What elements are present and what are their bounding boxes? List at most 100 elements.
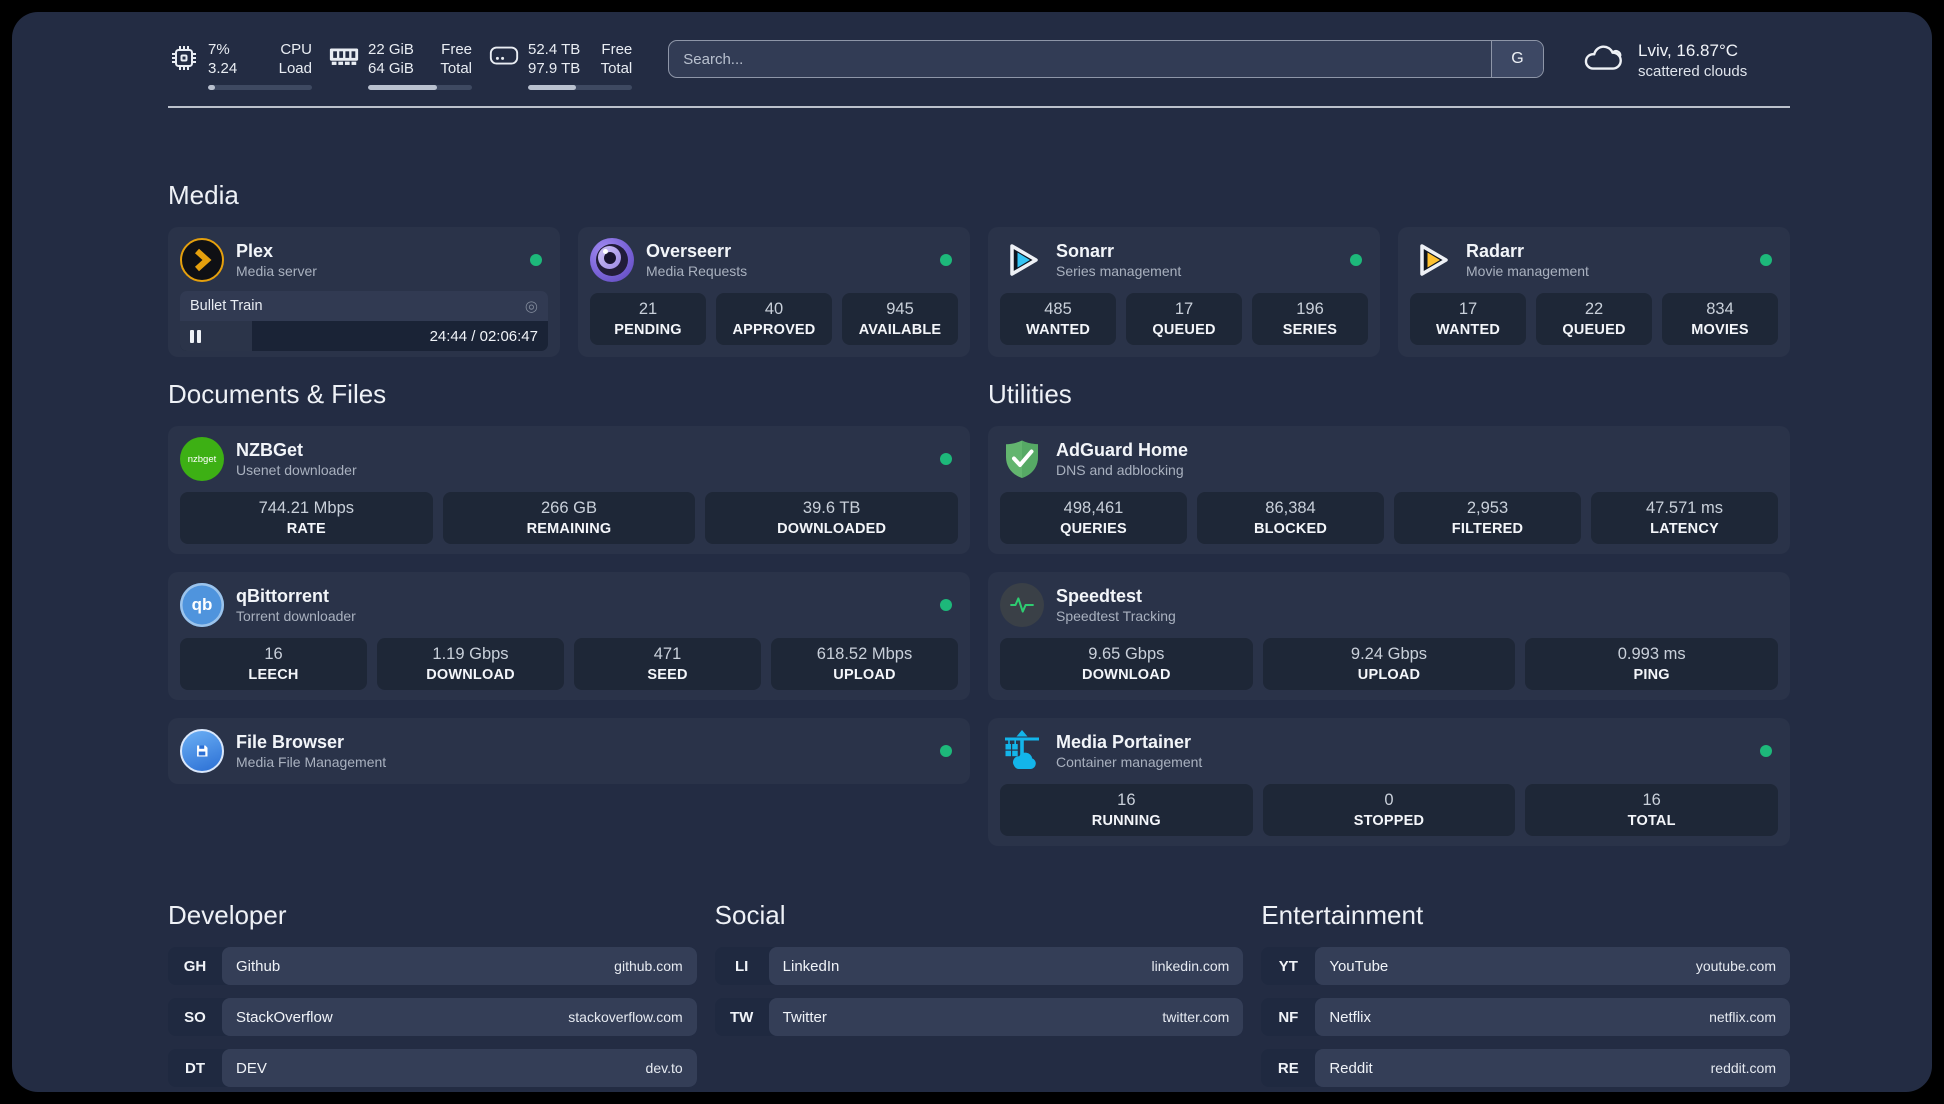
- playback-time: 24:44 / 02:06:47: [429, 327, 538, 345]
- stat-label: RUNNING: [1091, 813, 1161, 829]
- stat-value: 744.21 Mbps: [258, 499, 355, 517]
- bookmark-url: dev.to: [645, 1060, 683, 1076]
- stat-value: 86,384: [1265, 499, 1316, 517]
- storage-stat: 52.4 TB 97.9 TB Free Total: [488, 40, 633, 90]
- stat-value: 945: [886, 300, 914, 318]
- now-playing-title: Bullet Train: [190, 298, 263, 314]
- status-dot: [1350, 254, 1362, 266]
- search-engine-button[interactable]: G: [1491, 41, 1543, 77]
- stat-tile: 618.52 Mbps UPLOAD: [771, 638, 958, 690]
- cpu-label: CPU: [280, 41, 312, 58]
- stat-value: 1.19 Gbps: [432, 645, 509, 663]
- system-stats: 7% 3.24 CPU Load: [168, 40, 633, 90]
- bookmark-name: StackOverflow: [236, 1008, 333, 1026]
- stat-tile: 2,953 FILTERED: [1394, 492, 1581, 544]
- app-name: Sonarr: [1056, 241, 1115, 261]
- weather-location: Lviv, 16.87°C: [1638, 41, 1739, 60]
- bookmark-url: reddit.com: [1710, 1060, 1776, 1076]
- radarr-icon: [1410, 238, 1454, 282]
- stat-label: SEED: [647, 667, 688, 683]
- app-name: File Browser: [236, 732, 345, 752]
- app-link-radarr[interactable]: Radarr Movie management: [1410, 237, 1778, 283]
- disk-icon: [488, 40, 520, 90]
- app-name: Radarr: [1466, 241, 1525, 261]
- stat-value: 2,953: [1466, 499, 1509, 517]
- weather-condition: scattered clouds: [1638, 63, 1748, 80]
- bookmark-abbr: DT: [185, 1059, 205, 1077]
- stat-label: WANTED: [1435, 322, 1501, 338]
- free-label: Free: [601, 41, 633, 58]
- stat-label: QUEUED: [1562, 322, 1626, 338]
- app-name: NZBGet: [236, 440, 303, 460]
- target-icon[interactable]: ◎: [524, 298, 538, 315]
- bookmark-dev[interactable]: DT DEV dev.to: [168, 1049, 697, 1087]
- section-title-developer: Developer: [168, 900, 287, 930]
- search-input[interactable]: [668, 40, 1544, 78]
- app-link-sonarr[interactable]: Sonarr Series management: [1000, 237, 1368, 283]
- stat-label: UPLOAD: [833, 667, 896, 683]
- bookmark-abbr: YT: [1278, 957, 1298, 975]
- app-name: AdGuard Home: [1056, 440, 1189, 460]
- stat-value: 21: [638, 300, 658, 318]
- bookmark-linkedin[interactable]: LI LinkedIn linkedin.com: [714, 947, 1244, 985]
- stat-tile: 0.993 ms PING: [1525, 638, 1778, 690]
- stat-value: 16: [264, 645, 283, 663]
- card-radarr: Radarr Movie management 17 WANTED 22 QUE…: [1398, 227, 1790, 357]
- bookmark-name: Netflix: [1329, 1008, 1372, 1026]
- bookmark-name: Twitter: [782, 1008, 827, 1026]
- cpu-usage: 7%: [208, 41, 230, 58]
- app-link-adguard[interactable]: AdGuard Home DNS and adblocking: [1000, 436, 1778, 482]
- stat-tile: 39.6 TB DOWNLOADED: [705, 492, 958, 544]
- app-link-nzbget[interactable]: nzbget NZBGet Usenet downloader: [180, 436, 958, 482]
- portainer-icon: [1000, 729, 1044, 773]
- app-link-plex[interactable]: Plex Media server: [180, 237, 548, 283]
- search-bar: G: [668, 40, 1544, 78]
- section-title-utilities: Utilities: [988, 379, 1072, 409]
- app-link-filebrowser[interactable]: File Browser Media File Management: [180, 728, 958, 774]
- bookmarks-social: Social LI LinkedIn linkedin.com TW Twitt…: [714, 900, 1244, 1092]
- section-title-media: Media: [168, 180, 239, 210]
- stat-label: DOWNLOAD: [426, 667, 515, 683]
- filebrowser-icon: [180, 729, 224, 773]
- bookmark-url: youtube.com: [1695, 958, 1776, 974]
- stat-value: 40: [764, 300, 784, 318]
- pause-icon: [190, 329, 201, 343]
- stat-label: UPLOAD: [1357, 667, 1421, 683]
- qbittorrent-icon: qb: [180, 583, 224, 627]
- stat-value: 618.52 Mbps: [816, 645, 913, 663]
- app-link-overseerr[interactable]: Overseerr Media Requests: [590, 237, 958, 283]
- bookmark-twitter[interactable]: TW Twitter twitter.com: [714, 998, 1244, 1036]
- bookmark-stackoverflow[interactable]: SO StackOverflow stackoverflow.com: [168, 998, 697, 1036]
- app-link-portainer[interactable]: Media Portainer Container management: [1000, 728, 1778, 774]
- free-label: Free: [441, 41, 472, 58]
- app-desc: Movie management: [1466, 263, 1589, 279]
- stat-label: DOWNLOADED: [777, 521, 887, 537]
- bookmark-abbr: LI: [734, 957, 749, 975]
- stat-value: 196: [1296, 300, 1324, 318]
- bookmark-reddit[interactable]: RE Reddit reddit.com: [1261, 1049, 1790, 1087]
- nzbget-icon: nzbget: [180, 437, 224, 481]
- stat-label: RATE: [286, 521, 326, 537]
- stat-tile: 744.21 Mbps RATE: [180, 492, 433, 544]
- app-link-qbittorrent[interactable]: qb qBittorrent Torrent downloader: [180, 582, 958, 628]
- stat-value: 22: [1584, 300, 1604, 318]
- stat-label: BLOCKED: [1253, 521, 1328, 537]
- app-desc: Torrent downloader: [236, 608, 356, 624]
- stat-tile: 17 QUEUED: [1126, 293, 1242, 345]
- stat-label: SERIES: [1282, 322, 1338, 338]
- stat-label: WANTED: [1025, 322, 1091, 338]
- bookmark-github[interactable]: GH Github github.com: [168, 947, 697, 985]
- stat-value: 9.65 Gbps: [1088, 645, 1165, 663]
- app-link-speedtest[interactable]: Speedtest Speedtest Tracking: [1000, 582, 1778, 628]
- total-label: Total: [600, 60, 633, 77]
- bookmark-netflix[interactable]: NF Netflix netflix.com: [1261, 998, 1790, 1036]
- stat-label: AVAILABLE: [858, 322, 942, 338]
- app-desc: Speedtest Tracking: [1056, 608, 1176, 624]
- stat-value: 16: [1642, 791, 1661, 809]
- stat-label: TOTAL: [1627, 813, 1676, 829]
- bookmark-name: Reddit: [1329, 1059, 1373, 1077]
- stat-tile: 22 QUEUED: [1536, 293, 1652, 345]
- card-speedtest: Speedtest Speedtest Tracking 9.65 Gbps D…: [988, 572, 1790, 700]
- bookmark-youtube[interactable]: YT YouTube youtube.com: [1261, 947, 1790, 985]
- stat-tile: 834 MOVIES: [1662, 293, 1778, 345]
